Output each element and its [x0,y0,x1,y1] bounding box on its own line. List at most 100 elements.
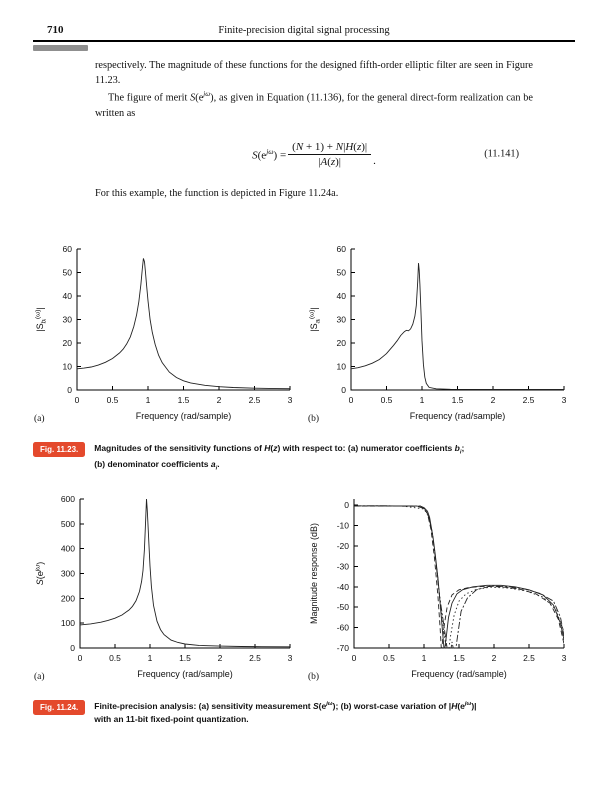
x-tick-label: 1.5 [178,395,190,405]
chart-svg-fig-11-24a: 0 0.5 1 1.5 2 2.5 3 0 100 200 300 400 500 600 Frequenc… [34,494,293,682]
equation-numerator: (N + 1) + N|H(z)| [288,141,372,155]
y-tick-label: 30 [337,315,347,325]
y-axis-label: S(ejω) [35,562,46,586]
caption-line: (b) denominator coefficients ai. [94,458,220,472]
equation-body: S(ejω) = (N + 1) + N|H(z)| |A(z)| . [252,141,376,168]
axes [350,249,564,391]
x-tick-label: 0 [352,653,357,663]
running-title: Finite-precision digital signal processi… [218,25,390,36]
x-axis-label: Frequency (rad/sample) [136,411,232,421]
x-tick-label: 1 [148,653,153,663]
y-tick-label: 30 [63,315,73,325]
equation-11-141: S(ejω) = (N + 1) + N|H(z)| |A(z)| . (11.… [95,136,533,172]
y-tick-label: 60 [63,244,73,254]
paragraph-2: The figure of merit S(ejω), as given in … [95,89,533,119]
series-denominator-sensitivity [351,263,564,390]
x-tick-label: 1.5 [179,653,191,663]
y-tick-label: -30 [337,561,350,571]
caption-line: Finite-precision analysis: (a) sensitivi… [94,701,477,711]
x-axis-label: Frequency (rad/sample) [137,669,233,679]
y-tick-label: -70 [337,643,350,653]
x-tick-label: 2.5 [523,395,535,405]
y-tick-label: 10 [337,362,347,372]
x-tick-label: 1 [422,653,427,663]
y-axis-label: Magnitude response (dB) [309,523,319,624]
equation-period: . [373,155,376,168]
y-tick-label: 50 [63,268,73,278]
y-tick-label: 40 [337,291,347,301]
y-tick-label: 10 [63,362,73,372]
chart-fig-11-24b: 0 0.5 1 1.5 2 2.5 3 0 -10 -20 -30 -40 -50 -60 -70 Frequ… [307,486,575,699]
x-tick-label: 3 [562,395,567,405]
paragraph-3: For this example, the function is depict… [95,188,339,200]
x-tick-label: 2.5 [249,395,261,405]
axes [76,249,290,391]
axes [79,499,290,649]
chart-fig-11-23a: 0 0.5 1 1.5 2 2.5 3 0 10 20 30 40 50 60 Frequency (rad… [33,236,301,441]
caption-11-23: Fig. 11.23. Magnitudes of the sensitivit… [33,442,575,473]
caption-text-11-23: Magnitudes of the sensitivity functions … [94,442,554,473]
y-tick-label: 200 [61,593,75,603]
series-magnitude-response-variation-3 [354,505,564,649]
y-tick-label: 20 [337,338,347,348]
y-tick-label: 400 [61,544,75,554]
x-tick-label: 0.5 [109,653,121,663]
series-magnitude-response-nominal [354,505,564,649]
y-tick-label: 0 [341,385,346,395]
x-tick-label: 2.5 [249,653,261,663]
x-tick-label: 1 [146,395,151,405]
x-tick-label: 3 [562,653,567,663]
x-tick-label: 2 [491,395,496,405]
figure-tag-11-24: Fig. 11.24. [33,700,86,715]
series-magnitude-response-variation-1 [354,505,564,649]
y-tick-label: 500 [61,519,75,529]
x-tick-label: 0 [78,653,83,663]
x-tick-label: 1.5 [452,395,464,405]
x-tick-label: 0.5 [107,395,119,405]
y-axis-label: |Sbᵢ(ω)| [35,307,48,332]
figure-tag-11-23: Fig. 11.23. [33,442,86,457]
body-text: respectively. The magnitude of these fun… [95,58,533,202]
x-tick-label: 1.5 [453,653,465,663]
panel-label: (b) [308,671,319,682]
caption-text-11-24: Finite-precision analysis: (a) sensitivi… [94,700,554,726]
y-tick-label: -60 [337,623,350,633]
panel-label: (a) [34,413,45,424]
y-axis-label: |Saᵢ(ω)| [309,307,322,332]
y-tick-label: -40 [337,582,350,592]
x-tick-label: 0 [349,395,354,405]
section-marker-bar [33,45,88,51]
y-tick-label: -20 [337,541,350,551]
x-tick-label: 1 [420,395,425,405]
equation-number: (11.141) [484,148,519,160]
series-magnitude-response-variation-2 [354,505,564,649]
x-tick-label: 2 [492,653,497,663]
caption-11-24: Fig. 11.24. Finite-precision analysis: (… [33,700,575,726]
series-sensitivity-measurement [80,498,290,648]
y-tick-label: 600 [61,494,75,504]
chart-fig-11-24a: 0 0.5 1 1.5 2 2.5 3 0 100 200 300 400 500 600 Frequenc… [33,486,301,699]
series-numerator-sensitivity [77,258,290,390]
panel-label: (a) [34,671,45,682]
figure-11-24: 0 0.5 1 1.5 2 2.5 3 0 100 200 300 400 500 600 Frequenc… [33,486,575,699]
y-tick-label: 100 [61,618,75,628]
x-tick-label: 0 [75,395,80,405]
chart-fig-11-23b: 0 0.5 1 1.5 2 2.5 3 0 10 20 30 40 50 60 Frequency (rad… [307,236,575,441]
y-tick-label: 0 [344,500,349,510]
y-tick-label: 40 [63,291,73,301]
caption-line: Magnitudes of the sensitivity functions … [94,443,465,456]
x-tick-label: 2 [217,395,222,405]
paragraph-1: respectively. The magnitude of these fun… [95,60,533,87]
page-number: 710 [47,24,64,36]
x-tick-label: 0.5 [383,653,395,663]
equation-fraction: (N + 1) + N|H(z)| |A(z)| [288,141,372,168]
y-tick-label: -50 [337,602,350,612]
y-tick-label: 20 [63,338,73,348]
y-tick-label: -10 [337,521,350,531]
equation-lhs: S(ejω) = [252,146,287,162]
y-tick-label: 0 [67,385,72,395]
figure-11-23: 0 0.5 1 1.5 2 2.5 3 0 10 20 30 40 50 60 Frequency (rad… [33,236,575,441]
equation-denominator: |A(z)| [318,155,342,168]
